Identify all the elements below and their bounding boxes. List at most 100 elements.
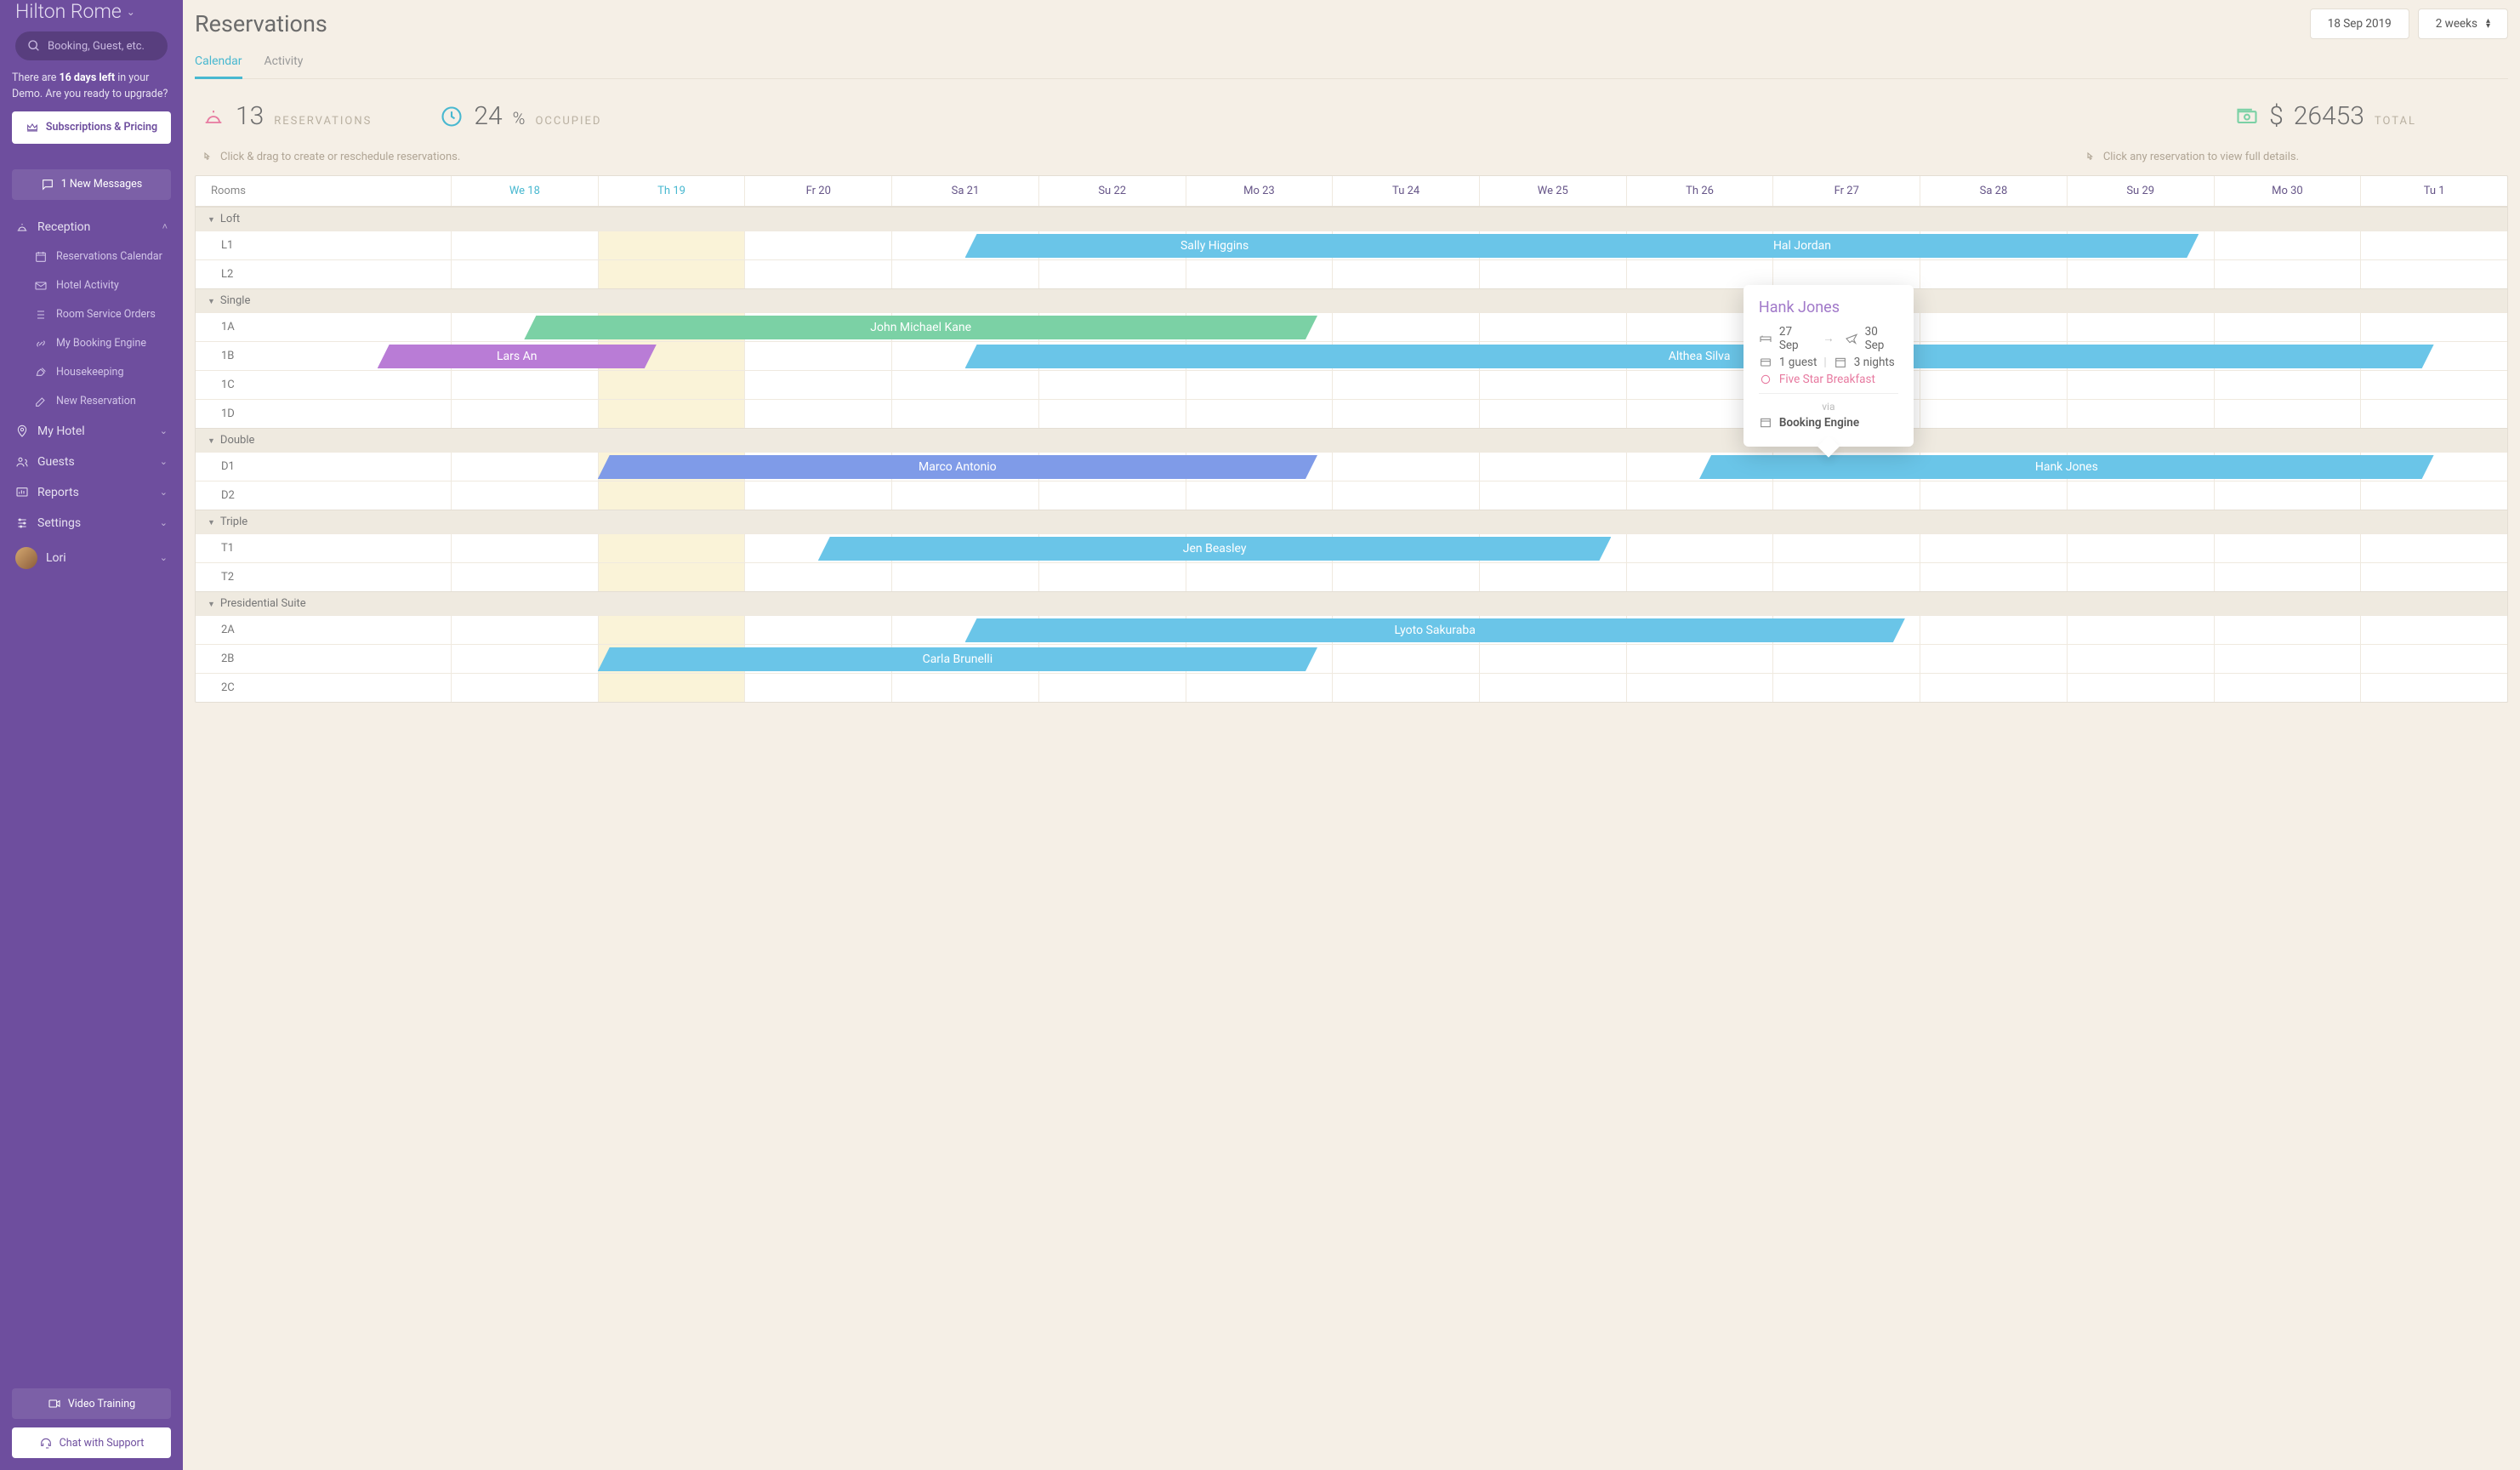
room-row[interactable]: T1Jen Beasley [196, 533, 2507, 562]
calendar-cell[interactable] [2214, 313, 2361, 341]
calendar-cell[interactable] [1626, 481, 1773, 510]
room-row[interactable]: 1D [196, 399, 2507, 428]
reservation-bar[interactable]: Hal Jordan [1406, 234, 2199, 258]
room-group[interactable]: Triple [196, 510, 2507, 533]
nav-new-reservation[interactable]: New Reservation [0, 387, 183, 416]
tab-calendar[interactable]: Calendar [195, 46, 242, 78]
calendar-cell[interactable] [2360, 563, 2507, 591]
calendar-cell[interactable] [891, 400, 1038, 428]
calendar-cell[interactable] [2360, 645, 2507, 673]
calendar-cell[interactable] [2214, 645, 2361, 673]
calendar-cell[interactable] [744, 563, 891, 591]
nav-hotel-activity[interactable]: Hotel Activity [0, 271, 183, 300]
room-row[interactable]: L2 [196, 259, 2507, 288]
room-row[interactable]: 2BCarla Brunelli [196, 644, 2507, 673]
hotel-selector[interactable]: Hilton Rome ⌄ [0, 0, 183, 23]
room-row[interactable]: 2C [196, 673, 2507, 702]
nav-booking-engine[interactable]: My Booking Engine [0, 329, 183, 358]
room-row[interactable]: 1AJohn Michael Kane [196, 312, 2507, 341]
room-row[interactable]: 1C [196, 370, 2507, 399]
room-group[interactable]: Double [196, 428, 2507, 452]
calendar-cell[interactable] [2214, 534, 2361, 562]
calendar-cell[interactable] [451, 400, 598, 428]
calendar-cell[interactable] [1038, 481, 1186, 510]
calendar-cell[interactable] [598, 481, 745, 510]
calendar-cell[interactable] [1479, 400, 1626, 428]
chat-support-button[interactable]: Chat with Support [12, 1427, 171, 1458]
day-header[interactable]: Th 26 [1626, 176, 1773, 206]
calendar-cell[interactable] [1038, 674, 1186, 702]
reservation-bar[interactable]: Lars An [378, 345, 657, 368]
search-input[interactable]: Booking, Guest, etc. [15, 31, 168, 60]
day-header[interactable]: Th 19 [598, 176, 745, 206]
calendar-cell[interactable] [1626, 534, 1773, 562]
calendar-cell[interactable] [1332, 371, 1479, 399]
calendar-cell[interactable] [2067, 481, 2214, 510]
calendar-cell[interactable] [1479, 371, 1626, 399]
calendar-cell[interactable] [451, 371, 598, 399]
calendar-cell[interactable] [1772, 563, 1920, 591]
calendar-cell[interactable] [744, 674, 891, 702]
day-header[interactable]: Su 22 [1038, 176, 1186, 206]
calendar-cell[interactable] [2360, 481, 2507, 510]
day-header[interactable]: We 18 [451, 176, 598, 206]
calendar-cell[interactable] [1920, 674, 2067, 702]
calendar-cell[interactable] [2067, 616, 2214, 644]
day-header[interactable]: Su 29 [2067, 176, 2214, 206]
calendar-cell[interactable] [451, 563, 598, 591]
reservation-bar[interactable]: Marco Antonio [598, 455, 1317, 479]
calendar-cell[interactable] [2214, 400, 2361, 428]
calendar-cell[interactable] [744, 616, 891, 644]
room-row[interactable]: 2ALyoto Sakuraba [196, 615, 2507, 644]
calendar-cell[interactable] [2067, 371, 2214, 399]
nav-my-hotel[interactable]: My Hotel⌄ [0, 416, 183, 447]
calendar-cell[interactable] [451, 453, 598, 481]
calendar-cell[interactable] [2360, 260, 2507, 288]
nav-housekeeping[interactable]: Housekeeping [0, 358, 183, 387]
calendar-cell[interactable] [2360, 231, 2507, 259]
calendar-cell[interactable] [1332, 313, 1479, 341]
calendar-cell[interactable] [2214, 674, 2361, 702]
calendar-cell[interactable] [2214, 616, 2361, 644]
calendar-cell[interactable] [1038, 563, 1186, 591]
calendar-cell[interactable] [744, 371, 891, 399]
calendar-cell[interactable] [1332, 674, 1479, 702]
room-row[interactable]: D2 [196, 481, 2507, 510]
calendar-cell[interactable] [1920, 400, 2067, 428]
room-group[interactable]: Single [196, 288, 2507, 312]
day-header[interactable]: Fr 27 [1772, 176, 1920, 206]
day-header[interactable]: Mo 30 [2214, 176, 2361, 206]
calendar-cell[interactable] [891, 481, 1038, 510]
nav-reservations-calendar[interactable]: Reservations Calendar [0, 242, 183, 271]
calendar-cell[interactable] [2214, 371, 2361, 399]
calendar-cell[interactable] [2360, 371, 2507, 399]
range-selector[interactable]: 2 weeks▴▾ [2418, 9, 2508, 39]
calendar-cell[interactable] [2214, 231, 2361, 259]
calendar-cell[interactable] [1772, 534, 1920, 562]
calendar-cell[interactable] [744, 231, 891, 259]
calendar-cell[interactable] [1920, 371, 2067, 399]
calendar-cell[interactable] [451, 616, 598, 644]
reservation-bar[interactable]: Jen Beasley [818, 537, 1612, 561]
calendar-cell[interactable] [2360, 534, 2507, 562]
room-row[interactable]: T2 [196, 562, 2507, 591]
calendar-cell[interactable] [744, 400, 891, 428]
reservation-bar[interactable]: Carla Brunelli [598, 647, 1317, 671]
calendar-cell[interactable] [2360, 400, 2507, 428]
calendar-cell[interactable] [1920, 313, 2067, 341]
calendar-cell[interactable] [451, 534, 598, 562]
calendar-cell[interactable] [1038, 260, 1186, 288]
room-group[interactable]: Presidential Suite [196, 591, 2507, 615]
calendar-cell[interactable] [1920, 645, 2067, 673]
room-group[interactable]: Loft [196, 207, 2507, 231]
calendar-cell[interactable] [744, 481, 891, 510]
nav-reports[interactable]: Reports⌄ [0, 477, 183, 508]
calendar-cell[interactable] [1772, 674, 1920, 702]
calendar-cell[interactable] [891, 371, 1038, 399]
calendar-cell[interactable] [1920, 260, 2067, 288]
day-header[interactable]: Fr 20 [744, 176, 891, 206]
nav-user[interactable]: Lori⌄ [0, 538, 183, 578]
nav-settings[interactable]: Settings⌄ [0, 508, 183, 538]
calendar-cell[interactable] [451, 481, 598, 510]
day-header[interactable]: Tu 1 [2360, 176, 2507, 206]
